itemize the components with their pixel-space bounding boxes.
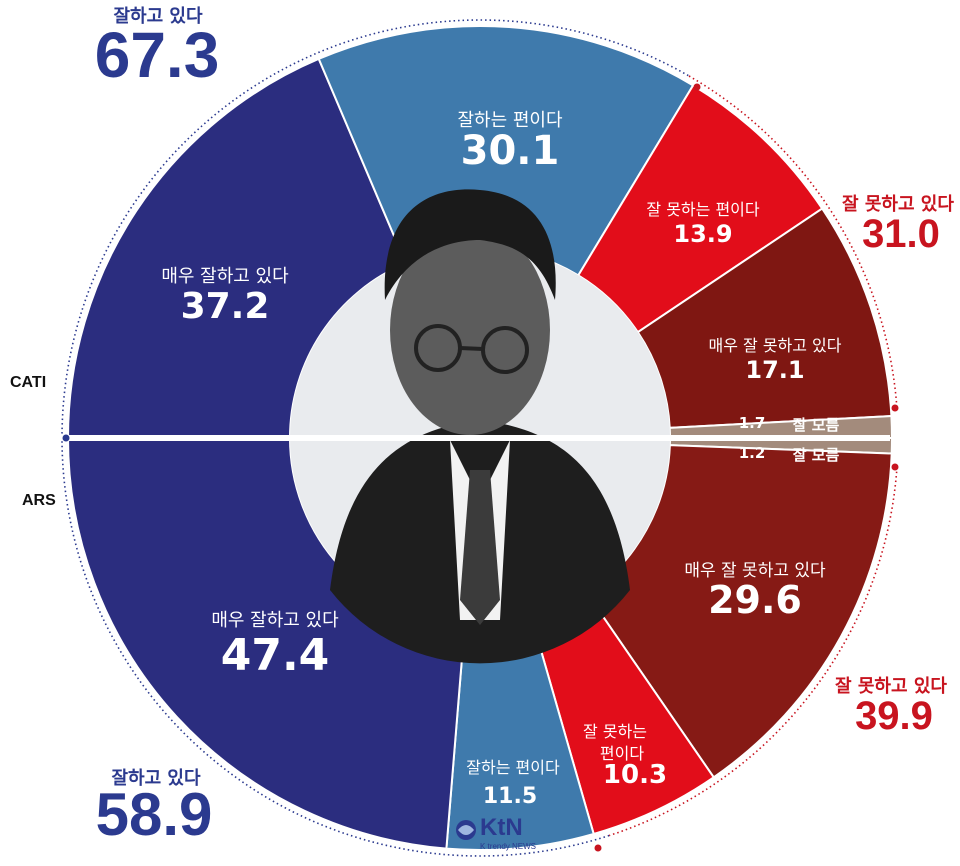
portrait-figure — [330, 189, 630, 664]
ars-slice4-value: 29.6 — [708, 578, 802, 622]
ars-negative-caption: 잘 못하고 있다 — [835, 676, 947, 697]
divider-dot-right-top — [891, 404, 899, 412]
logo-text: KtN — [480, 814, 523, 841]
ars-positive-total: 58.9 — [95, 781, 213, 848]
ars-slice2-value: 11.5 — [482, 784, 538, 809]
ars-positive-caption: 잘하고 있다 — [111, 768, 201, 789]
ars-slice1-caption: 매우 잘하고 있다 — [211, 610, 339, 631]
ring-dot-bottom — [594, 844, 602, 852]
cati-negative-total: 31.0 — [862, 212, 940, 256]
cati-slice1-value: 37.2 — [180, 286, 270, 327]
ring-dot-top — [693, 83, 701, 91]
divider-dot-left — [62, 434, 70, 442]
cati-negative-ring — [688, 75, 898, 409]
ars-slice2-caption: 잘하는 편이다 — [466, 758, 560, 777]
cati-label: CATI — [10, 374, 47, 391]
cati-slice2-caption: 잘하는 편이다 — [457, 110, 563, 131]
ars-slice1-value: 47.4 — [220, 630, 330, 681]
divider-dot-right-bottom — [891, 463, 899, 471]
cati-positive-total: 67.3 — [94, 19, 220, 91]
ars-slice4-caption: 매우 잘 못하고 있다 — [684, 561, 826, 581]
cati-slice3-caption: 잘 못하는 편이다 — [646, 200, 760, 219]
ars-label: ARS — [22, 492, 56, 509]
cati-slice1-caption: 매우 잘하고 있다 — [161, 266, 289, 287]
half-divider — [60, 435, 890, 441]
cati-negative-caption: 잘 못하고 있다 — [842, 194, 954, 215]
cati-positive-caption: 잘하고 있다 — [113, 6, 203, 27]
ktn-logo: KtN K trendy NEWS — [452, 814, 546, 854]
cati-slice3-value: 13.9 — [673, 220, 733, 248]
cati-slice5-caption: 잘 모름 — [792, 416, 840, 434]
ars-slice3-value: 10.3 — [602, 760, 668, 790]
cati-slice4-value: 17.1 — [745, 356, 805, 384]
ars-slice5-caption: 잘 모름 — [792, 446, 840, 464]
cati-positive-ring — [61, 19, 690, 439]
cati-slice2-value: 30.1 — [460, 128, 560, 174]
logo-subtext: K trendy NEWS — [480, 842, 537, 851]
ars-negative-total: 39.9 — [855, 694, 933, 738]
cati-slice5-value: 1.7 — [738, 414, 766, 432]
ars-slice5-value: 1.2 — [738, 444, 766, 462]
cati-slice4-caption: 매우 잘 못하고 있다 — [708, 336, 842, 355]
ars-negative-ring — [608, 467, 898, 837]
ars-slice3-caption-line1: 잘 못하는 — [583, 722, 647, 741]
ars-slice3-caption-line2: 편이다 — [599, 744, 645, 763]
